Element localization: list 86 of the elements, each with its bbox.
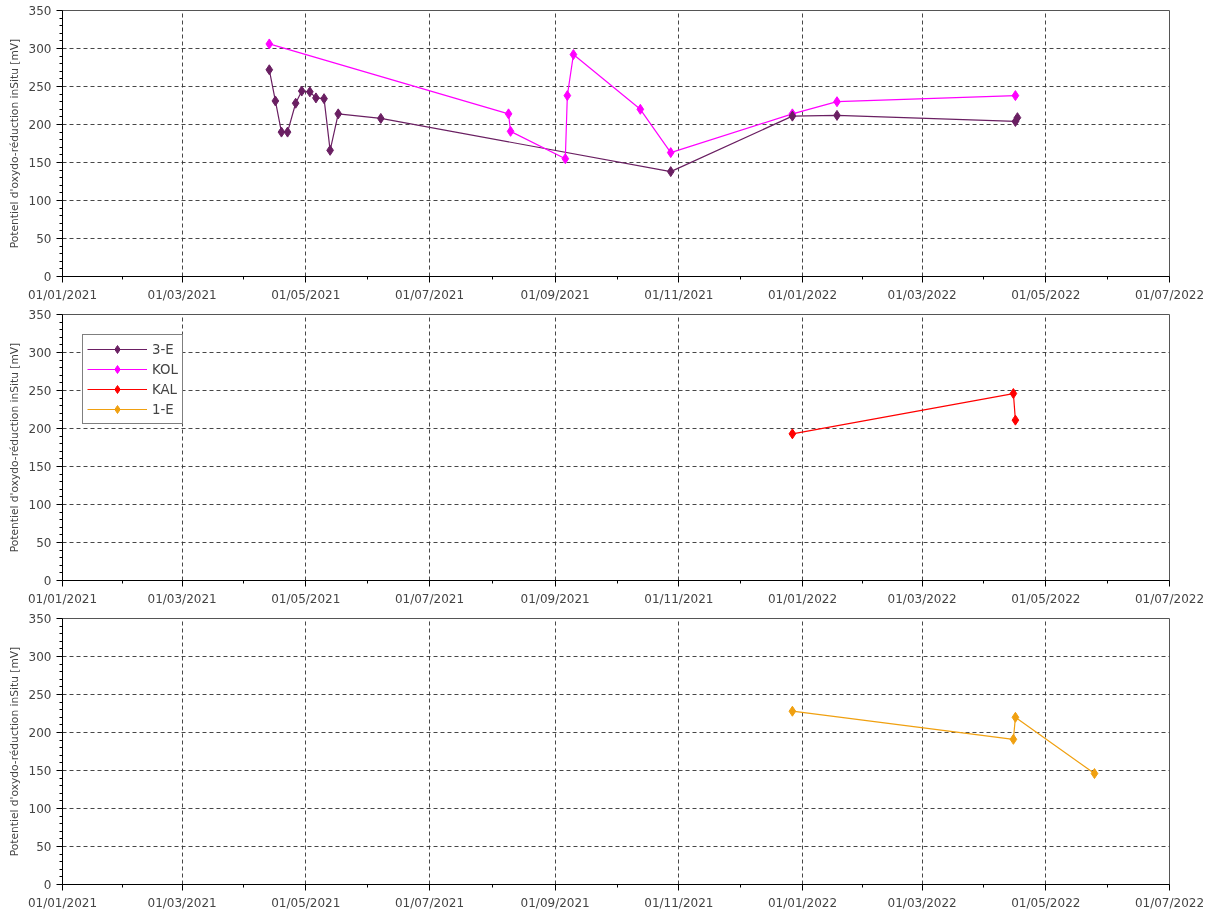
x-tick-label: 01/07/2021 — [394, 895, 465, 910]
x-tick-label: 01/03/2022 — [887, 895, 957, 910]
x-tick-label: 01/05/2022 — [1011, 591, 1081, 606]
x-tick-label: 01/09/2021 — [520, 287, 590, 302]
y-tick-label: 100 — [28, 498, 52, 512]
point — [1011, 711, 1020, 723]
x-tick-label: 01/01/2022 — [767, 287, 838, 302]
point — [788, 428, 797, 440]
y-tick-label: 100 — [28, 802, 52, 816]
point — [291, 97, 300, 109]
y-tick-label: 250 — [28, 80, 52, 94]
point — [569, 49, 578, 61]
legend-label: 3-E — [152, 341, 174, 357]
point — [788, 705, 797, 717]
legend-label: KOL — [152, 361, 178, 377]
point — [334, 108, 343, 120]
point — [1011, 414, 1020, 426]
point — [1009, 733, 1018, 745]
x-tick-label: 01/07/2022 — [1134, 287, 1205, 302]
y-axis-title: Potentiel d'oxydo-réduction inSitu [mV] — [7, 38, 21, 249]
x-tick-label: 01/07/2021 — [394, 591, 465, 606]
y-tick-label: 250 — [28, 384, 52, 398]
y-tick-label: 100 — [28, 194, 52, 208]
y-tick-label: 0 — [43, 270, 52, 284]
legend-label: 1-E — [152, 401, 174, 417]
y-axis-title: Potentiel d'oxydo-réduction inSitu [mV] — [7, 342, 21, 553]
point — [561, 153, 570, 165]
point — [504, 108, 513, 120]
x-tick-label: 01/01/2022 — [767, 895, 838, 910]
point — [265, 38, 274, 50]
y-tick-label: 250 — [28, 688, 52, 702]
x-tick-label: 01/11/2021 — [644, 591, 714, 606]
point — [636, 103, 645, 115]
x-tick-label: 01/03/2021 — [147, 895, 217, 910]
y-tick-label: 300 — [28, 650, 52, 664]
point — [1009, 388, 1018, 400]
x-tick-label: 01/11/2021 — [644, 287, 714, 302]
x-tick-label: 01/01/2021 — [27, 287, 98, 302]
y-tick-label: 200 — [28, 726, 52, 740]
point — [1011, 90, 1020, 102]
point — [666, 147, 675, 159]
y-tick-label: 300 — [28, 346, 52, 360]
y-tick-label: 0 — [43, 574, 52, 588]
point — [506, 125, 515, 137]
y-tick-label: 150 — [28, 156, 52, 170]
point — [265, 64, 274, 76]
y-tick-label: 50 — [36, 840, 52, 854]
x-tick-label: 01/05/2021 — [271, 287, 341, 302]
point — [376, 112, 385, 124]
x-tick-label: 01/07/2021 — [394, 287, 465, 302]
x-tick-label: 01/09/2021 — [520, 895, 590, 910]
y-tick-label: 200 — [28, 422, 52, 436]
x-tick-label: 01/03/2022 — [887, 287, 957, 302]
x-tick-label: 01/05/2022 — [1011, 287, 1081, 302]
point — [283, 126, 292, 138]
x-tick-label: 01/05/2022 — [1011, 895, 1081, 910]
legend-label: KAL — [152, 381, 178, 397]
y-tick-label: 350 — [28, 308, 52, 322]
y-tick-label: 150 — [28, 460, 52, 474]
x-tick-label: 01/07/2022 — [1134, 895, 1205, 910]
y-tick-label: 300 — [28, 42, 52, 56]
point — [666, 166, 675, 178]
y-tick-label: 0 — [43, 878, 52, 892]
x-tick-label: 01/11/2021 — [644, 895, 714, 910]
point — [277, 126, 286, 138]
y-axis-title: Potentiel d'oxydo-réduction inSitu [mV] — [7, 646, 21, 857]
y-tick-label: 50 — [36, 232, 52, 246]
x-tick-label: 01/09/2021 — [520, 591, 590, 606]
x-tick-label: 01/01/2022 — [767, 591, 838, 606]
y-tick-label: 350 — [28, 612, 52, 626]
point — [297, 85, 306, 97]
y-tick-label: 50 — [36, 536, 52, 550]
x-tick-label: 01/03/2021 — [147, 287, 217, 302]
y-tick-label: 200 — [28, 118, 52, 132]
y-tick-label: 350 — [28, 4, 52, 18]
x-tick-label: 01/05/2021 — [271, 591, 341, 606]
x-tick-label: 01/05/2021 — [271, 895, 341, 910]
y-tick-label: 150 — [28, 764, 52, 778]
x-tick-label: 01/07/2022 — [1134, 591, 1205, 606]
point — [271, 95, 280, 107]
point — [1090, 768, 1099, 780]
x-tick-label: 01/03/2022 — [887, 591, 957, 606]
x-tick-label: 01/01/2021 — [27, 895, 98, 910]
x-tick-label: 01/01/2021 — [27, 591, 98, 606]
point — [563, 90, 572, 102]
x-tick-label: 01/03/2021 — [147, 591, 217, 606]
